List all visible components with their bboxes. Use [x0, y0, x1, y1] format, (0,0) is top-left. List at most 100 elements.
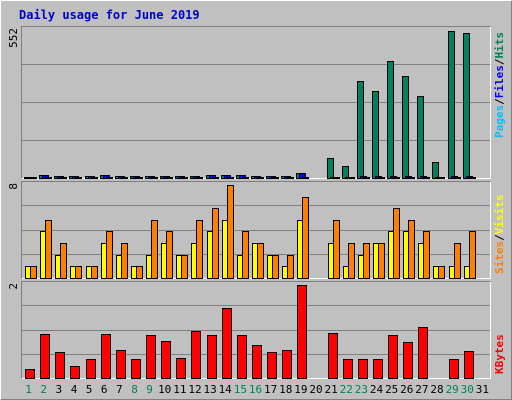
day-label-24: 24	[370, 383, 384, 396]
sites-bar-day-15	[242, 231, 249, 279]
kbytes-bar-day-23	[358, 359, 368, 379]
sites-bar-day-29	[454, 243, 461, 279]
sites-bar-day-11	[181, 255, 188, 279]
legend-kbytes: KBytes	[493, 334, 506, 374]
legend-kbytes-text: KBytes	[493, 334, 506, 374]
pages-bar-day-6	[106, 177, 113, 179]
kbytes-bar-day-26	[403, 342, 413, 379]
kbytes-bar-day-1	[25, 369, 35, 379]
sites-bar-day-7	[121, 243, 128, 279]
day-label-12: 12	[188, 383, 201, 396]
day-label-1: 1	[25, 383, 32, 396]
panel-kbytes: 2 KBytes	[7, 281, 506, 379]
day-label-27: 27	[415, 383, 428, 396]
sites-bar-day-1	[30, 266, 37, 279]
kbytes-bar-day-10	[161, 341, 171, 379]
day-label-19: 19	[294, 383, 307, 396]
kbytes-bar-day-18	[282, 350, 292, 379]
legend-sep: /	[493, 234, 506, 241]
kbytes-bar-day-16	[252, 345, 262, 379]
hits-bar-day-24	[372, 91, 379, 179]
pages-bar-day-18	[287, 177, 294, 179]
pages-bar-day-27	[423, 177, 430, 179]
day-label-17: 17	[264, 383, 277, 396]
kbytes-bar-day-19	[297, 285, 307, 379]
day-label-5: 5	[86, 383, 93, 396]
day-label-30: 30	[461, 383, 474, 396]
pages-bar-day-17	[272, 177, 279, 179]
kbytes-bar-day-22	[343, 359, 353, 379]
pages-bar-day-10	[166, 177, 173, 179]
pages-bar-day-13	[212, 177, 219, 179]
pages-bar-day-5	[91, 177, 98, 179]
day-label-21: 21	[324, 383, 337, 396]
sites-bar-day-3	[60, 243, 67, 279]
day-label-4: 4	[71, 383, 78, 396]
legend-hits-files-pages-text: Pages/Files/Hits	[493, 32, 506, 138]
pages-bar-day-1	[30, 177, 37, 179]
legend-hits-files-pages: Pages/Files/Hits	[493, 32, 506, 138]
legend-sep: /	[493, 58, 506, 65]
day-label-6: 6	[101, 383, 108, 396]
kbytes-bar-day-15	[237, 335, 247, 379]
hits-bar-day-22	[342, 166, 349, 179]
sites-bar-day-18	[287, 255, 294, 279]
kbytes-bar-day-9	[146, 335, 156, 379]
kbytes-bar-day-29	[449, 359, 459, 379]
hits-bar-day-25	[387, 61, 394, 179]
kbytes-bar-day-25	[388, 335, 398, 379]
pages-bar-day-2	[45, 177, 52, 179]
day-label-25: 25	[385, 383, 398, 396]
kbytes-bar-day-2	[40, 334, 50, 379]
day-label-14: 14	[219, 383, 233, 396]
legend-visits-sites: Sites/Visits	[493, 195, 506, 275]
day-label-11: 11	[173, 383, 186, 396]
sites-bar-day-8	[136, 266, 143, 279]
pages-bar-day-16	[257, 177, 264, 179]
day-label-2: 2	[40, 383, 47, 396]
day-label-16: 16	[249, 383, 262, 396]
hits-bar-day-29	[448, 31, 455, 179]
sites-bar-day-21	[333, 220, 340, 279]
kbytes-bar-day-11	[176, 358, 186, 379]
visits-max-label-text: 8	[7, 183, 20, 190]
legend-hits: Hits	[493, 32, 506, 59]
sites-bar-day-2	[45, 220, 52, 279]
panel-hits-bevel-dark	[21, 26, 491, 179]
sites-bar-day-12	[196, 220, 203, 279]
sites-bar-day-28	[438, 266, 445, 279]
sites-bar-day-10	[166, 231, 173, 279]
legend-pages: Pages	[493, 105, 506, 138]
sites-bar-day-16	[257, 243, 264, 279]
legend-sites: Sites	[493, 241, 506, 274]
day-label-15: 15	[234, 383, 247, 396]
hits-max-label-text: 552	[7, 28, 20, 48]
day-labels: 1 2 3 4 5 6 7 8 9 10 11 12 13 14 15 16 17 18 19 20 21 22 23 24 2…	[25, 383, 489, 396]
hits-bar-day-30	[463, 33, 470, 179]
day-label-22: 22	[340, 383, 353, 396]
day-label-9: 9	[146, 383, 153, 396]
legend-visits: Visits	[493, 195, 506, 235]
visits-max-label: 8	[7, 183, 20, 190]
kbytes-bar-day-21	[328, 333, 338, 379]
hits-bar-day-27	[417, 96, 424, 179]
pages-bar-day-29	[454, 177, 461, 179]
pages-bar-day-26	[408, 177, 415, 179]
sites-bar-day-14	[227, 185, 234, 279]
day-label-23: 23	[355, 383, 368, 396]
pages-bar-day-22	[348, 177, 355, 179]
hits-max-label: 552	[7, 28, 20, 48]
panel-visits-bevel-dark	[21, 181, 491, 279]
pages-bar-day-30	[469, 177, 476, 179]
kbytes-bar-day-5	[86, 359, 96, 379]
day-label-13: 13	[203, 383, 216, 396]
day-label-31: 31	[476, 383, 489, 396]
pages-bar-day-23	[363, 177, 370, 179]
kbytes-bar-day-8	[131, 359, 141, 379]
pages-bar-day-4	[75, 177, 82, 179]
pages-bar-day-3	[60, 177, 67, 179]
kbytes-bar-day-4	[70, 366, 80, 379]
kbytes-bar-day-24	[373, 359, 383, 379]
